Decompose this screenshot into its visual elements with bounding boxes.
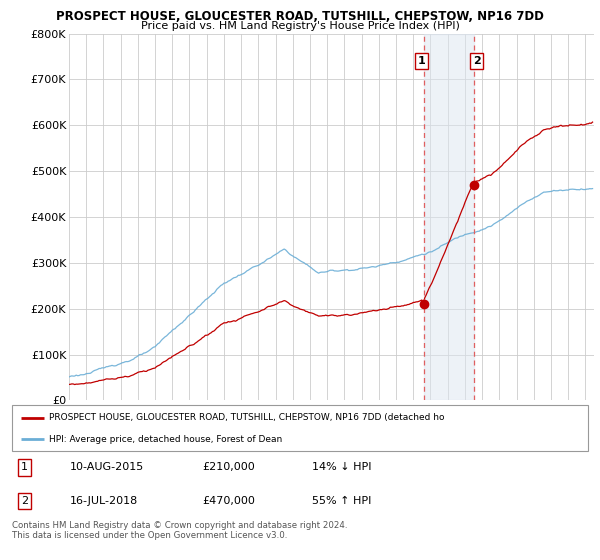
Text: 2: 2 — [473, 56, 481, 66]
Text: 14% ↓ HPI: 14% ↓ HPI — [311, 463, 371, 473]
Text: 2: 2 — [21, 496, 28, 506]
Text: Contains HM Land Registry data © Crown copyright and database right 2024.
This d: Contains HM Land Registry data © Crown c… — [12, 521, 347, 540]
Text: PROSPECT HOUSE, GLOUCESTER ROAD, TUTSHILL, CHEPSTOW, NP16 7DD (detached ho: PROSPECT HOUSE, GLOUCESTER ROAD, TUTSHIL… — [49, 413, 445, 422]
Text: 16-JUL-2018: 16-JUL-2018 — [70, 496, 138, 506]
Text: HPI: Average price, detached house, Forest of Dean: HPI: Average price, detached house, Fore… — [49, 435, 283, 444]
Text: Price paid vs. HM Land Registry's House Price Index (HPI): Price paid vs. HM Land Registry's House … — [140, 21, 460, 31]
Bar — [424, 34, 474, 400]
Text: 55% ↑ HPI: 55% ↑ HPI — [311, 496, 371, 506]
Text: £210,000: £210,000 — [202, 463, 255, 473]
Text: PROSPECT HOUSE, GLOUCESTER ROAD, TUTSHILL, CHEPSTOW, NP16 7DD: PROSPECT HOUSE, GLOUCESTER ROAD, TUTSHIL… — [56, 10, 544, 23]
Text: 1: 1 — [21, 463, 28, 473]
Text: 10-AUG-2015: 10-AUG-2015 — [70, 463, 144, 473]
Text: £470,000: £470,000 — [202, 496, 255, 506]
Text: 1: 1 — [418, 56, 425, 66]
